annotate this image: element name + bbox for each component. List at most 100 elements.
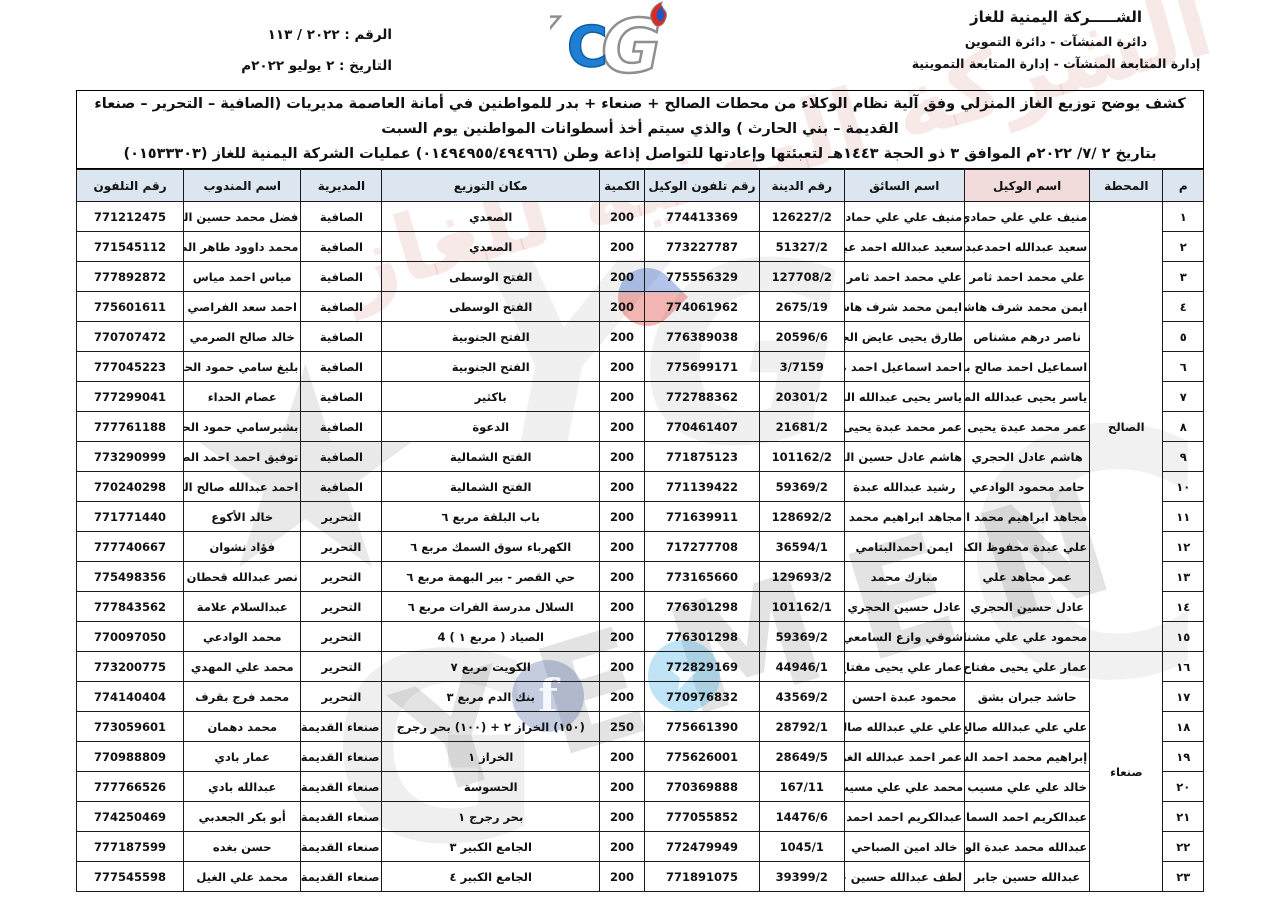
cell-truck_no: 59369/2 (759, 621, 845, 652)
cell-agent_phone: 771875123 (644, 441, 760, 472)
cell-rep: فضل محمد حسين الفقيه (183, 201, 302, 232)
cell-rep_phone: 771212475 (75, 201, 185, 232)
cell-truck_no: 44946/1 (759, 651, 845, 682)
cell-driver: لطف عبدالله حسين جابر (843, 861, 966, 892)
cell-rep: محمد داوود طاهر الصلوي (183, 231, 302, 262)
cell-location: الفتح الوسطى (381, 291, 600, 322)
cell-no: ٤ (1162, 291, 1204, 322)
cell-no: ١٨ (1162, 711, 1204, 742)
cell-truck_no: 126227/2 (759, 201, 845, 232)
cell-rep_phone: 777766526 (75, 771, 185, 802)
cell-agent_phone: 772479949 (644, 831, 760, 862)
cell-agent_phone: 771139422 (644, 471, 760, 502)
cell-no: ٨ (1162, 411, 1204, 442)
cell-rep_phone: 773290999 (75, 441, 185, 472)
table-row: ١٦ صنعاء عمار علي يحيى مفتاح عمار علي يحيى … (75, 651, 1204, 892)
cell-district: الصافية (300, 351, 383, 382)
sheet-title-line1: كشف يوضح توزيع الغاز المنزلي وفق آلية نظ… (94, 96, 1186, 137)
cell-rep_phone: 777740667 (75, 531, 185, 562)
cell-agent: علي علي عبدالله صالح (964, 711, 1091, 742)
cell-rep: محمد فرج بقرف (183, 681, 302, 712)
table-row: ٢١ عبدالكريم احمد السماعيعبدالكريم احمد ا… (75, 801, 1204, 832)
cell-location: الصياد ( مربع ١ ) 4 (381, 621, 600, 652)
cell-agent: عمر مجاهد علي (964, 561, 1091, 592)
table-row: ١ الصالح منيف علي علي حمادي منيف علي علي حم… (75, 201, 1204, 652)
cell-agent: ياسر يحيى عبدالله المدحني (964, 381, 1091, 412)
cell-truck_no: 14476/6 (759, 801, 845, 832)
cell-qty: 200 (598, 591, 646, 622)
cell-rep_phone: 777299041 (75, 381, 185, 412)
cell-qty: 200 (598, 321, 646, 352)
cell-no: ١٥ (1162, 621, 1204, 652)
cell-agent_phone: 717277708 (644, 531, 760, 562)
cell-rep_phone: 777187599 (75, 831, 185, 862)
cell-qty: 200 (598, 831, 646, 862)
cell-driver: عبدالكريم احمد احمد السماعي (843, 801, 966, 832)
cell-qty: 200 (598, 621, 646, 652)
cell-qty: 250 (598, 711, 646, 742)
cell-qty: 200 (598, 771, 646, 802)
cell-rep: محمد علي المهدي (183, 651, 302, 682)
cell-district: الصافية (300, 321, 383, 352)
cell-driver: سعيد عبدالله احمد عبدالله (843, 231, 966, 262)
cell-no: ٧ (1162, 381, 1204, 412)
cell-district: الصافية (300, 201, 383, 232)
cell-rep: محمد علي الغيل (183, 861, 302, 892)
distribution-table: م المحطة اسم الوكيل اسم السائق رقم الدينة رقم… (75, 169, 1204, 892)
cell-qty: 200 (598, 261, 646, 292)
cell-location: الدعوة (381, 411, 600, 442)
cell-agent_phone: 771639911 (644, 501, 760, 532)
cell-driver: شوقي وازع السامعي (843, 621, 966, 652)
cell-qty: 200 (598, 351, 646, 382)
cell-location: الصعدي (381, 231, 600, 262)
table-row: ١٢ علي عبدة محفوظ الكبوديايمن احمدالبتامي… (75, 531, 1204, 562)
cell-location: الفتح الجنوبية (381, 351, 600, 382)
cell-driver: مجاهد ابراهيم محمد الريدي (843, 501, 966, 532)
cell-location: الكهرباء سوق السمك مربع ٦ (381, 531, 600, 562)
column-header: رقم التلفون (75, 169, 185, 202)
cell-no: ٢ (1162, 231, 1204, 262)
cell-agent_phone: 776389038 (644, 321, 760, 352)
sheet-title-line2: بتاريخ ٢ /٧/ ٢٠٢٢م الموافق ٣ ذو الحجة ١٤… (123, 146, 1157, 162)
cell-qty: 200 (598, 411, 646, 442)
cell-qty: 200 (598, 561, 646, 592)
cell-no: ٢٠ (1162, 771, 1204, 802)
cell-rep_phone: 770097050 (75, 621, 185, 652)
cell-district: التحرير (300, 561, 383, 592)
cell-location: الجامع الكبير ٣ (381, 831, 600, 862)
cell-rep: فؤاد نشوان (183, 531, 302, 562)
cell-no: ٢١ (1162, 801, 1204, 832)
cell-qty: 200 (598, 231, 646, 262)
cell-truck_no: 167/11 (759, 771, 845, 802)
cell-no: ١٢ (1162, 531, 1204, 562)
cell-qty: 200 (598, 381, 646, 412)
cell-driver: ياسر يحيى عبدالله المدحني (843, 381, 966, 412)
cell-district: التحرير (300, 531, 383, 562)
company-name: الشـــــركة اليمنية للغاز (969, 8, 1143, 26)
cell-agent: علي عبدة محفوظ الكبودي (964, 531, 1091, 562)
cell-agent: مجاهد ابراهيم محمد الريدي (964, 501, 1091, 532)
cell-agent: محمود علي علي مشناص (964, 621, 1091, 652)
cell-rep: عبدالله بادي (183, 771, 302, 802)
cell-district: التحرير (300, 501, 383, 532)
cell-rep: خالد الأكوع (183, 501, 302, 532)
cell-truck_no: 20596/6 (759, 321, 845, 352)
svg-text:C: C (567, 15, 608, 80)
cell-location: السلال مدرسة الفرات مربع ٦ (381, 591, 600, 622)
cell-driver: رشيد عبدالله عبدة (843, 471, 966, 502)
cell-truck_no: 28792/1 (759, 711, 845, 742)
cell-no: ١ (1162, 201, 1204, 232)
cell-rep_phone: 775498356 (75, 561, 185, 592)
cell-agent_phone: 774061962 (644, 291, 760, 322)
cell-rep_phone: 770988809 (75, 741, 185, 772)
cell-rep: مياس احمد مياس (183, 261, 302, 292)
cell-no: ١٠ (1162, 471, 1204, 502)
cell-district: الصافية (300, 411, 383, 442)
cell-location: الفتح الشمالية (381, 471, 600, 502)
cell-location: الكويت مربع ٧ (381, 651, 600, 682)
cell-agent: ناصر درهم مشناص (964, 321, 1091, 352)
cell-agent: عادل حسين الحجري (964, 591, 1091, 622)
cell-truck_no: 28649/5 (759, 741, 845, 772)
cell-district: التحرير (300, 681, 383, 712)
cell-rep_phone: 777045223 (75, 351, 185, 382)
